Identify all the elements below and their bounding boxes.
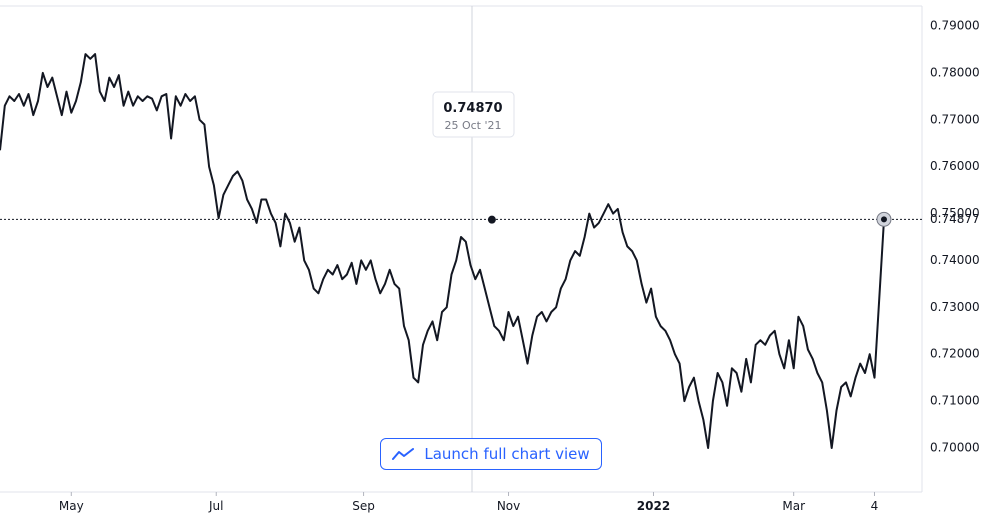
last-point-marker <box>876 211 892 227</box>
tooltip-date: 25 Oct '21 <box>444 119 501 132</box>
y-tick-label: 0.76000 <box>930 159 980 173</box>
y-tick-label: 0.77000 <box>930 112 980 126</box>
y-tick-label: 0.73000 <box>930 300 980 314</box>
trend-line-icon <box>392 448 415 460</box>
y-tick-label: 0.75000 <box>930 206 980 220</box>
x-tick-label: Sep <box>352 499 375 513</box>
y-tick-label: 0.71000 <box>930 394 980 408</box>
x-axis-ticks: May Jul Sep Nov 2022 Mar 4 <box>59 492 878 513</box>
launch-full-chart-button[interactable]: Launch full chart view <box>380 438 602 470</box>
y-tick-label: 0.74000 <box>930 253 980 267</box>
y-axis-ticks: 0.79000 0.78000 0.77000 0.76000 0.75000 0.740… <box>930 19 980 455</box>
x-tick-label: Nov <box>497 499 520 513</box>
x-tick-label: Mar <box>782 499 805 513</box>
last-point-core <box>880 216 887 223</box>
tooltip-box <box>432 91 515 138</box>
x-tick-label: May <box>59 499 84 513</box>
y-tick-label: 0.70000 <box>930 441 980 455</box>
hover-tooltip: 0.74870 25 Oct '21 <box>432 91 515 138</box>
last-price-label: 0.74877 <box>930 212 980 226</box>
x-tick-label: 2022 <box>637 499 670 513</box>
x-tick-label: 4 <box>871 499 879 513</box>
launch-full-chart-label: Launch full chart view <box>424 445 590 463</box>
y-tick-label: 0.79000 <box>930 19 980 33</box>
y-tick-label: 0.72000 <box>930 347 980 361</box>
hover-point-marker <box>487 215 496 224</box>
tooltip-value: 0.74870 <box>443 101 502 116</box>
x-tick-label: Jul <box>208 499 223 513</box>
y-tick-label: 0.78000 <box>930 65 980 79</box>
price-series-line <box>0 53 885 449</box>
